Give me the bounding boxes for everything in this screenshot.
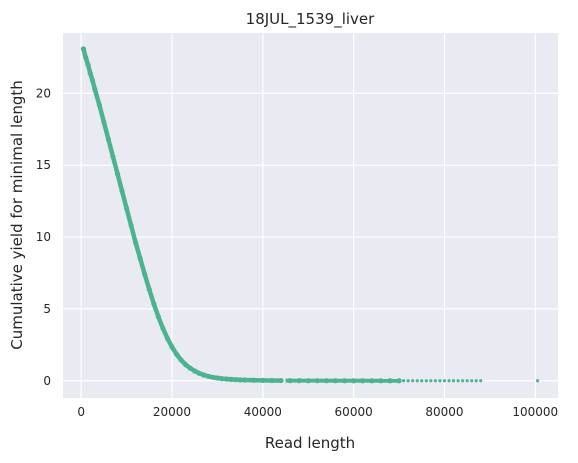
data-point [87, 70, 93, 76]
data-point [178, 357, 184, 363]
data-point [433, 379, 437, 383]
grid-lines [63, 33, 558, 398]
data-point [85, 62, 91, 68]
data-point [424, 379, 428, 383]
data-point [305, 378, 311, 384]
data-point [164, 335, 171, 341]
data-point [214, 375, 221, 381]
data-point [133, 240, 139, 246]
data-point [447, 379, 451, 383]
data-point [438, 379, 442, 383]
x-axis-label: Read length [265, 434, 355, 452]
data-point [442, 379, 447, 383]
data-point [146, 286, 152, 293]
data-point [128, 222, 134, 229]
data-point [196, 370, 202, 376]
data-point [192, 368, 198, 374]
data-point [296, 378, 302, 384]
data-point [137, 256, 143, 262]
data-point [210, 374, 216, 380]
data-point [465, 379, 469, 383]
data-point [396, 378, 402, 384]
y-tick-label: 0 [43, 374, 51, 388]
data-point [287, 378, 293, 384]
data-point [237, 377, 243, 383]
y-tick-label: 20 [36, 86, 51, 100]
chart-title: 18JUL_1539_liver [246, 10, 375, 29]
data-point [278, 377, 284, 384]
data-point [169, 344, 175, 350]
data-point [415, 379, 419, 383]
x-tick-label: 60000 [335, 405, 373, 419]
data-point [201, 372, 207, 378]
data-point [378, 378, 384, 384]
data-point [105, 136, 112, 142]
data-point [456, 379, 460, 383]
data-point [406, 379, 410, 383]
data-point [314, 378, 320, 384]
y-tick-label: 5 [43, 302, 51, 316]
data-point [369, 378, 375, 384]
data-point [89, 77, 96, 84]
y-tick-label: 15 [36, 158, 51, 172]
data-point [101, 119, 107, 125]
plot-area [63, 33, 558, 398]
data-point [411, 379, 415, 383]
data-point [92, 86, 98, 92]
y-tick-label: 10 [36, 230, 51, 244]
data-points [80, 46, 540, 384]
data-point [332, 378, 339, 384]
data-point [142, 271, 148, 278]
data-point [479, 379, 483, 383]
data-point [83, 54, 89, 61]
data-point [323, 378, 329, 384]
data-point [151, 301, 157, 307]
data-point [260, 377, 266, 383]
data-point [119, 188, 125, 194]
data-point [160, 325, 166, 331]
data-point [173, 351, 180, 357]
data-point [474, 379, 478, 383]
data-point [360, 378, 366, 384]
data-point [110, 153, 116, 160]
data-point [228, 376, 234, 382]
data-point [387, 378, 393, 384]
data-point [470, 379, 474, 383]
data-point [269, 377, 275, 384]
data-point [232, 377, 239, 383]
data-point [96, 102, 102, 108]
data-point [251, 377, 257, 383]
y-axis-label: Cumulative yield for minimal length [8, 80, 26, 350]
data-point [187, 365, 193, 371]
data-point [114, 171, 121, 177]
data-point [451, 379, 456, 383]
data-point [155, 314, 161, 320]
x-tick-label: 0 [77, 405, 85, 419]
y-tick-labels: 0 5 10 15 20 [36, 86, 51, 387]
data-point [242, 377, 248, 383]
data-point [341, 378, 348, 384]
data-point [461, 379, 465, 383]
data-point [80, 46, 87, 52]
data-point [183, 362, 189, 368]
x-tick-label: 100000 [512, 405, 558, 419]
data-point [219, 376, 225, 382]
data-point [420, 379, 424, 383]
data-point [223, 376, 230, 382]
data-point [429, 379, 433, 383]
x-tick-label: 80000 [425, 405, 463, 419]
data-point [535, 379, 540, 383]
data-point [351, 378, 357, 384]
data-point [401, 379, 406, 383]
x-tick-label: 40000 [244, 405, 282, 419]
x-tick-label: 20000 [153, 405, 191, 419]
data-point [205, 373, 211, 379]
data-point [123, 205, 130, 211]
x-tick-labels: 0 20000 40000 60000 80000 100000 [77, 405, 558, 419]
